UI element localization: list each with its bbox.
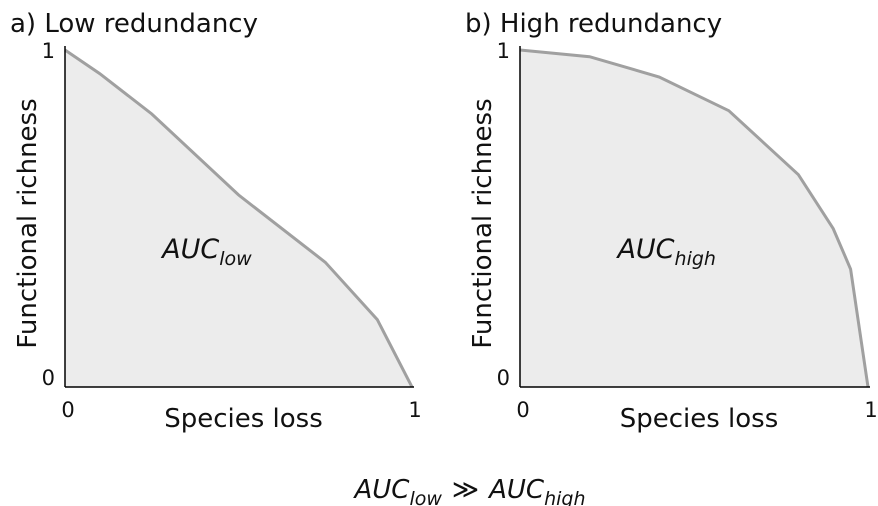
auc-sub: high <box>675 248 716 270</box>
x-tick-label: 0 <box>61 398 74 422</box>
x-axis-label: Species loss <box>620 404 779 434</box>
y-tick-label: 0 <box>497 366 510 390</box>
caption-left-sub: low <box>409 488 442 506</box>
auc-main: AUC <box>160 234 219 265</box>
panel-title: b) High redundancy <box>465 9 722 39</box>
caption-relation: ≫ <box>452 475 479 505</box>
curve <box>519 48 870 388</box>
caption-left-main: AUC <box>352 475 410 505</box>
auc-label: AUClow <box>160 234 252 270</box>
curve <box>64 48 414 388</box>
y-tick-label: 1 <box>497 39 510 63</box>
auc-sub: low <box>219 248 252 270</box>
x-tick-label: 0 <box>516 398 529 422</box>
area <box>520 50 868 387</box>
y-axis-label: Functional richness <box>468 98 498 348</box>
y-axis-label: Functional richness <box>13 98 43 348</box>
x-tick-label: 1 <box>408 398 421 422</box>
panel-title: a) Low redundancy <box>10 9 258 39</box>
y-tick-label: 0 <box>42 366 55 390</box>
auc-label: AUChigh <box>615 234 716 270</box>
caption-right-main: AUC <box>487 475 545 505</box>
auc-main: AUC <box>615 234 674 265</box>
x-tick-label: 1 <box>864 398 877 422</box>
y-tick-label: 1 <box>42 39 55 63</box>
caption-right-sub: high <box>544 488 585 506</box>
caption: AUClow ≫ AUChigh <box>352 475 585 506</box>
area <box>65 50 412 387</box>
x-axis-label: Species loss <box>164 404 323 434</box>
